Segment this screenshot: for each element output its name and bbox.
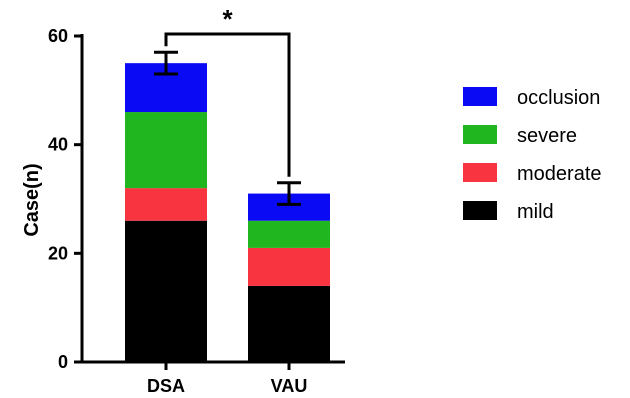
significance-group: *: [164, 4, 291, 177]
significance-bracket: [164, 32, 291, 177]
x-tick-label-vau: VAU: [271, 376, 308, 396]
legend-label-mild: mild: [517, 201, 554, 223]
y-axis-title: Case(n): [21, 163, 43, 236]
legend-swatch-moderate: [463, 163, 497, 182]
bar-dsa-moderate: [125, 188, 207, 221]
legend-swatch-mild: [463, 201, 497, 220]
axes-group: 0 20 40 60 DSA VAU: [48, 26, 345, 396]
legend-label-occlusion: occlusion: [517, 87, 600, 109]
bar-dsa-severe: [125, 112, 207, 189]
legend-swatch-severe: [463, 125, 497, 144]
bar-vau-mild: [248, 285, 330, 362]
bar-dsa-mild: [125, 220, 207, 362]
legend: occlusion severe moderate mild: [463, 87, 602, 223]
y-tick-label-20: 20: [48, 243, 68, 263]
significance-label: *: [222, 4, 233, 34]
legend-label-severe: severe: [517, 125, 577, 147]
y-tick-label-40: 40: [48, 135, 68, 155]
legend-label-moderate: moderate: [517, 163, 602, 185]
y-tick-label-60: 60: [48, 26, 68, 46]
error-bars-group: [154, 50, 301, 206]
bars-group: [125, 63, 330, 362]
legend-swatch-occlusion: [463, 87, 497, 106]
x-tick-label-dsa: DSA: [147, 376, 185, 396]
bar-vau-moderate: [248, 247, 330, 286]
bar-vau-severe: [248, 220, 330, 248]
y-tick-label-0: 0: [58, 352, 68, 372]
